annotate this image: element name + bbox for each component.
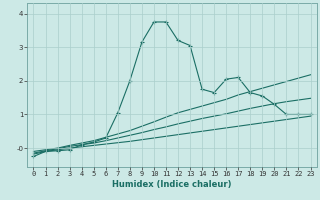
X-axis label: Humidex (Indice chaleur): Humidex (Indice chaleur) [112, 180, 232, 189]
